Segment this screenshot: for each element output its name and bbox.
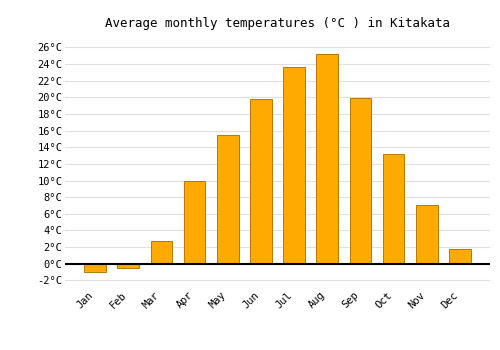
Bar: [316, 54, 338, 264]
Bar: [250, 99, 272, 264]
Bar: [449, 249, 470, 264]
Bar: [84, 264, 106, 272]
Bar: [118, 264, 139, 268]
Bar: [350, 98, 371, 264]
Title: Average monthly temperatures (°C ) in Kitakata: Average monthly temperatures (°C ) in Ki…: [105, 17, 450, 30]
Bar: [184, 181, 206, 264]
Bar: [217, 135, 238, 264]
Bar: [150, 241, 172, 264]
Bar: [284, 66, 305, 264]
Bar: [383, 154, 404, 264]
Bar: [416, 205, 438, 264]
